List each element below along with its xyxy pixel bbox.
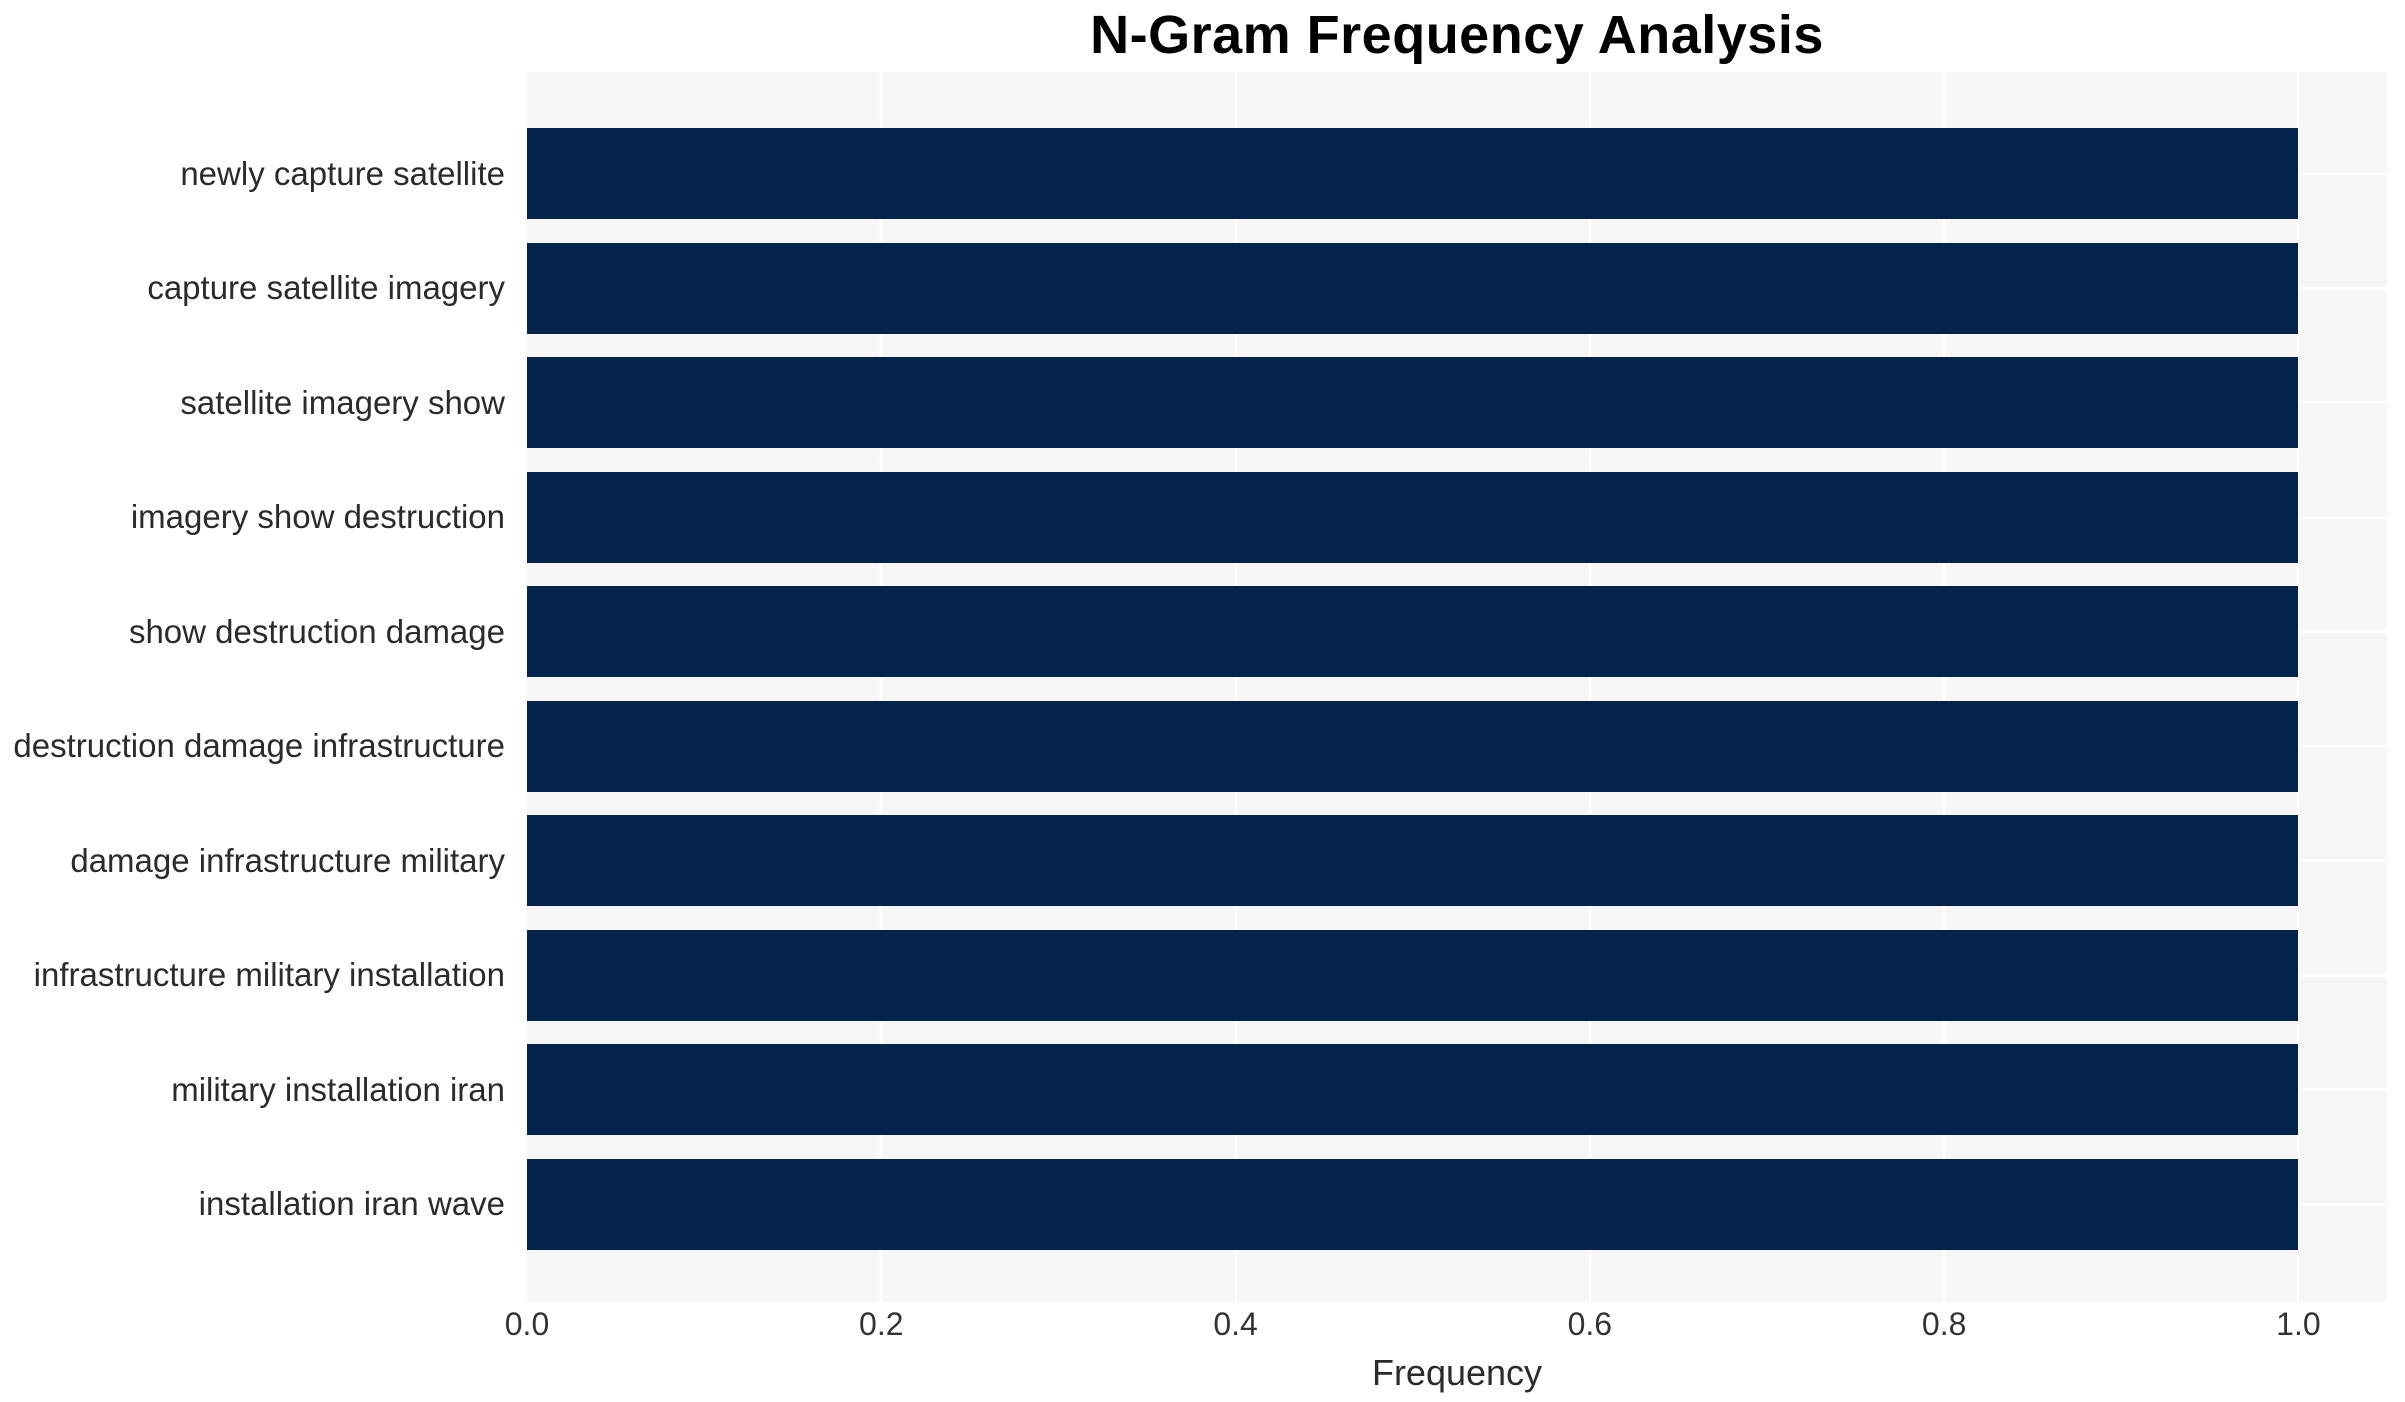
bar-row <box>527 929 2387 1021</box>
x-axis-title: Frequency <box>1371 1352 1543 1393</box>
bar <box>527 1158 2299 1250</box>
bar <box>527 128 2299 219</box>
x-tick-label: 0.4 <box>1213 1306 1258 1342</box>
vertical-gridline <box>1942 72 1946 1302</box>
y-tick-label: damage infrastructure military <box>70 841 505 879</box>
bar <box>527 1044 2299 1136</box>
bar <box>527 586 2299 678</box>
vertical-gridline <box>2296 72 2300 1302</box>
vertical-gridline <box>879 72 883 1302</box>
y-tick-label: capture satellite imagery <box>147 269 505 307</box>
x-tick-label: 0.8 <box>1921 1306 1967 1342</box>
bar <box>527 357 2299 449</box>
chart-title: N-Gram Frequency Analysis <box>1090 5 1824 65</box>
y-tick-label: show destruction damage <box>128 612 505 650</box>
x-axis-ticks: 0.0 0.2 0.4 0.6 0.8 1.0 <box>505 1306 2387 1346</box>
y-tick-label: newly capture satellite <box>180 154 505 192</box>
y-tick-label: infrastructure military installation <box>33 956 505 994</box>
y-tick-label: satellite imagery show <box>180 383 505 421</box>
bar <box>527 929 2299 1021</box>
bar-row <box>527 1158 2387 1250</box>
y-tick-label: imagery show destruction <box>130 498 505 536</box>
y-tick-label: destruction damage infrastructure <box>13 727 505 765</box>
bar-row <box>527 357 2387 449</box>
vertical-gridline <box>1588 72 1592 1302</box>
y-tick-label: military installation iran <box>171 1070 505 1108</box>
bar-row <box>527 242 2387 334</box>
bar-row <box>527 128 2387 219</box>
bar-row <box>527 586 2387 678</box>
bar-row <box>527 815 2387 907</box>
bar <box>527 242 2299 334</box>
x-tick-label: 0.0 <box>504 1306 550 1342</box>
bar <box>527 815 2299 907</box>
bars-layer <box>527 72 2387 1302</box>
bar-row <box>527 471 2387 563</box>
bar-row <box>527 1044 2387 1136</box>
x-tick-label: 0.6 <box>1567 1306 1613 1342</box>
vertical-gridline <box>1234 72 1238 1302</box>
x-tick-label: 0.2 <box>859 1306 904 1342</box>
y-tick-label: installation iran wave <box>198 1185 505 1223</box>
x-tick-label: 1.0 <box>2276 1306 2321 1342</box>
bar-row <box>527 700 2387 792</box>
bar <box>527 471 2299 563</box>
y-axis-labels: newly capture satellite capture satellit… <box>0 72 527 1302</box>
bar <box>527 700 2299 792</box>
